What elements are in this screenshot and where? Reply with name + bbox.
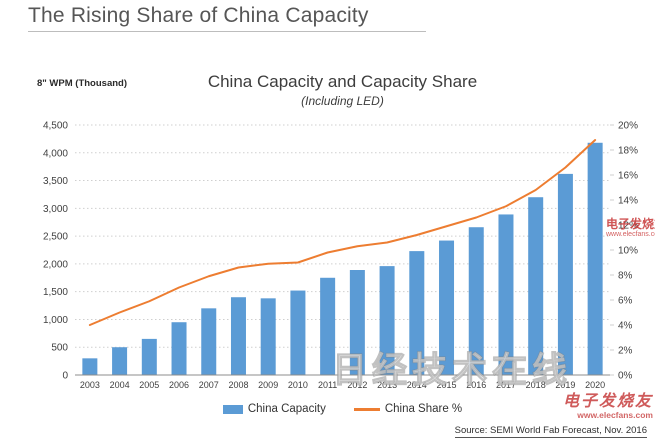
svg-text:2006: 2006 bbox=[169, 380, 189, 390]
svg-text:0: 0 bbox=[62, 371, 68, 382]
right-axis-ticks: 0% 2% 4% 6% 8% 10% 12% 14% 16% 18% 20% bbox=[610, 121, 638, 382]
x-axis: 2003 2004 2005 2006 2007 2008 2009 2010 2011 2012… bbox=[75, 374, 610, 390]
svg-text:2019: 2019 bbox=[555, 380, 575, 390]
bar-2003 bbox=[82, 358, 98, 375]
bar-2015 bbox=[439, 240, 455, 375]
bar-2013 bbox=[379, 266, 395, 375]
svg-text:6%: 6% bbox=[618, 296, 633, 307]
bar-2010 bbox=[290, 290, 306, 375]
svg-text:4,000: 4,000 bbox=[43, 148, 68, 159]
bar-2006 bbox=[171, 322, 187, 375]
svg-text:2016: 2016 bbox=[466, 380, 486, 390]
page-title: The Rising Share of China Capacity bbox=[28, 4, 426, 32]
axis-unit-label: 8" WPM (Thousand) bbox=[37, 78, 127, 89]
legend-capacity-label: China Capacity bbox=[247, 403, 326, 415]
svg-text:14%: 14% bbox=[618, 196, 638, 207]
svg-text:500: 500 bbox=[51, 343, 68, 354]
bar-2020 bbox=[587, 142, 603, 375]
svg-text:2003: 2003 bbox=[80, 380, 100, 390]
capacity-swatch-icon bbox=[222, 404, 243, 414]
source-note: Source: SEMI World Fab Forecast, Nov. 20… bbox=[454, 425, 647, 438]
svg-text:1,000: 1,000 bbox=[43, 315, 68, 326]
svg-text:0%: 0% bbox=[618, 371, 633, 382]
bar-2004 bbox=[112, 347, 128, 375]
svg-text:2011: 2011 bbox=[318, 380, 337, 390]
svg-text:4,500: 4,500 bbox=[43, 121, 68, 132]
svg-text:10%: 10% bbox=[618, 246, 638, 257]
bar-2005 bbox=[141, 338, 157, 375]
svg-text:2018: 2018 bbox=[526, 380, 546, 390]
chart-subtitle: (Including LED) bbox=[301, 94, 384, 108]
svg-text:2%: 2% bbox=[618, 346, 633, 357]
svg-text:4%: 4% bbox=[618, 321, 633, 332]
svg-text:2005: 2005 bbox=[139, 380, 159, 390]
svg-text:3,000: 3,000 bbox=[43, 204, 68, 215]
legend-item-capacity: China Capacity bbox=[222, 403, 326, 415]
svg-text:2010: 2010 bbox=[288, 380, 308, 390]
svg-text:2015: 2015 bbox=[437, 380, 457, 390]
svg-text:1,500: 1,500 bbox=[43, 287, 68, 298]
bar-2018 bbox=[528, 197, 544, 375]
chart-legend: China Capacity China Share % bbox=[75, 403, 610, 415]
svg-text:2004: 2004 bbox=[110, 380, 130, 390]
bar-2011 bbox=[320, 277, 336, 375]
svg-text:12%: 12% bbox=[618, 221, 638, 232]
bar-2007 bbox=[201, 308, 217, 375]
svg-text:2012: 2012 bbox=[347, 380, 367, 390]
svg-text:2013: 2013 bbox=[377, 380, 397, 390]
share-line bbox=[88, 139, 597, 326]
svg-text:8%: 8% bbox=[618, 271, 633, 282]
svg-text:3,500: 3,500 bbox=[43, 176, 68, 187]
left-axis-ticks: 0 500 1,000 1,500 2,000 2,500 3,000 3,500 4,000 4… bbox=[43, 121, 68, 382]
chart-title: China Capacity and Capacity Share bbox=[207, 72, 478, 91]
svg-text:16%: 16% bbox=[618, 171, 638, 182]
svg-text:2020: 2020 bbox=[585, 380, 605, 390]
bar-2017 bbox=[498, 214, 514, 375]
svg-text:2017: 2017 bbox=[496, 380, 516, 390]
bar-2016 bbox=[468, 227, 484, 375]
svg-text:2014: 2014 bbox=[407, 380, 427, 390]
legend-item-share: China Share % bbox=[353, 403, 463, 415]
bar-2014 bbox=[409, 251, 425, 375]
svg-text:2,500: 2,500 bbox=[43, 232, 68, 243]
capacity-bars bbox=[82, 142, 603, 375]
share-line-icon bbox=[353, 407, 380, 411]
svg-text:2008: 2008 bbox=[228, 380, 248, 390]
bar-2012 bbox=[349, 270, 365, 375]
svg-text:2007: 2007 bbox=[199, 380, 219, 390]
bar-2009 bbox=[260, 298, 276, 375]
svg-text:2,000: 2,000 bbox=[43, 259, 68, 270]
svg-text:18%: 18% bbox=[618, 146, 638, 157]
bar-2008 bbox=[230, 297, 246, 375]
bar-2019 bbox=[557, 173, 573, 375]
svg-text:20%: 20% bbox=[618, 121, 638, 132]
svg-text:2009: 2009 bbox=[258, 380, 278, 390]
gridlines bbox=[75, 124, 610, 348]
legend-share-label: China Share % bbox=[384, 403, 463, 415]
